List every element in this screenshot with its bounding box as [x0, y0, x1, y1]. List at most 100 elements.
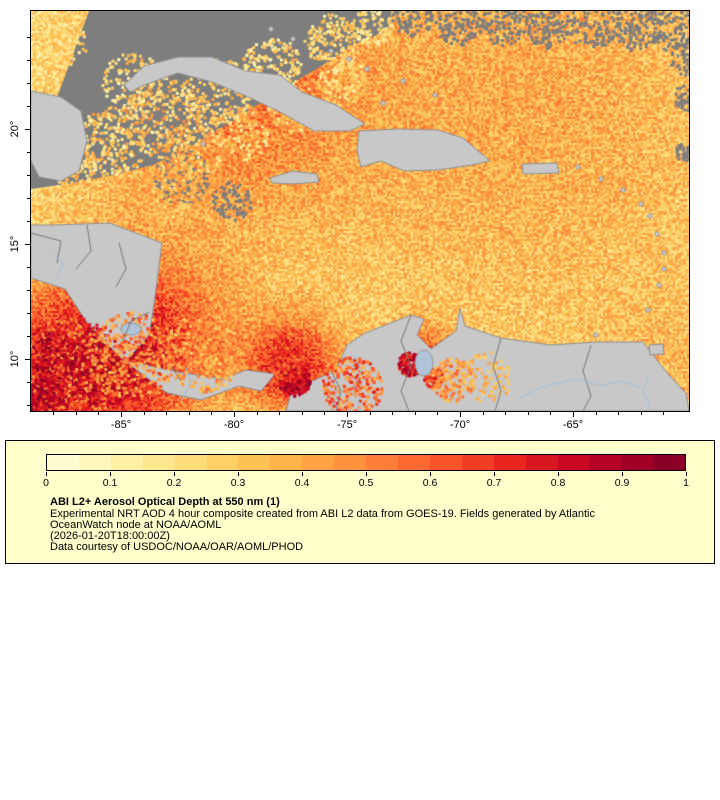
- x-axis-tick: [234, 412, 235, 417]
- colorbar-segment: [206, 455, 239, 470]
- x-axis-minor-tick: [279, 412, 281, 415]
- colorbar-segment: [366, 455, 398, 470]
- x-axis-minor-tick: [663, 412, 665, 415]
- colorbar-tick-label: 0.1: [102, 477, 118, 489]
- colorbar-segment: [142, 455, 175, 470]
- colorbar-tick-label: 0.6: [422, 477, 438, 489]
- colorbar-tick-label: 0.9: [614, 477, 630, 489]
- y-axis-minor-tick: [27, 37, 30, 38]
- y-axis-tick: [25, 129, 30, 130]
- y-axis-label: 20°: [9, 120, 21, 138]
- colorbar-segment: [334, 455, 367, 470]
- x-axis-minor-tick: [188, 412, 190, 415]
- colorbar-tick-label: 0.4: [294, 477, 310, 489]
- colorbar-segment: [302, 455, 335, 470]
- colorbar-tick: [110, 472, 111, 476]
- y-axis-minor-tick: [27, 336, 30, 337]
- y-axis-tick: [25, 244, 30, 245]
- x-axis-minor-tick: [301, 412, 303, 415]
- x-axis-minor-tick: [369, 412, 371, 415]
- x-axis-tick: [460, 412, 461, 417]
- x-axis-minor-tick: [414, 412, 416, 415]
- y-axis-minor-tick: [27, 313, 30, 314]
- x-axis-minor-tick: [640, 412, 642, 415]
- colorbar-segment: [174, 455, 207, 470]
- y-axis-minor-tick: [27, 83, 30, 84]
- colorbar-tick: [430, 472, 431, 476]
- colorbar-tick: [558, 472, 559, 476]
- y-axis-minor-tick: [27, 106, 30, 107]
- colorbar-segment: [461, 455, 494, 470]
- colorbar-tick: [622, 472, 623, 476]
- colorbar-tick: [494, 472, 495, 476]
- colorbar-segment: [110, 455, 143, 470]
- legend-credit: Data courtesy of USDOC/NOAA/OAR/AOML/PHO…: [50, 541, 304, 553]
- x-axis-minor-tick: [324, 412, 326, 415]
- colorbar-segment: [557, 455, 590, 470]
- x-axis-label: -85°: [110, 419, 132, 431]
- colorbar-tick: [366, 472, 367, 476]
- colorbar-tick-label: 1: [683, 477, 689, 489]
- colorbar-tick: [686, 472, 687, 476]
- legend-description-line1: Experimental NRT AOD 4 hour composite cr…: [50, 508, 595, 520]
- colorbar-segment: [621, 455, 654, 470]
- x-axis-minor-tick: [75, 412, 77, 415]
- y-axis-label: 10°: [9, 350, 21, 368]
- colorbar-tick-label: 0.8: [550, 477, 566, 489]
- x-axis-minor-tick: [98, 412, 100, 415]
- colorbar-segment: [493, 455, 526, 470]
- colorbar-tick-label: 0: [43, 477, 49, 489]
- y-axis-tick: [25, 359, 30, 360]
- y-axis-minor-tick: [27, 198, 30, 199]
- y-axis-minor-tick: [27, 152, 30, 153]
- x-axis-minor-tick: [437, 412, 439, 415]
- colorbar-tick: [46, 472, 47, 476]
- x-axis-minor-tick: [482, 412, 484, 415]
- aod-map-image: [30, 10, 690, 412]
- x-axis-minor-tick: [256, 412, 258, 415]
- colorbar-tick: [174, 472, 175, 476]
- x-axis-tick: [573, 412, 574, 417]
- colorbar-segment: [429, 455, 462, 470]
- x-axis-minor-tick: [166, 412, 168, 415]
- x-axis-minor-tick: [392, 412, 394, 415]
- x-axis-minor-tick: [143, 412, 145, 415]
- y-axis-minor-tick: [27, 267, 30, 268]
- legend-panel: 0 0.1 0.2 0.3 0.4 0.5 0.6 0.7 0.8 0.9 1 ABI L2+ Ae…: [5, 440, 715, 564]
- colorbar: [46, 454, 686, 471]
- colorbar-tick-label: 0.3: [230, 477, 246, 489]
- y-axis-minor-tick: [27, 60, 30, 61]
- colorbar-segment: [78, 455, 111, 470]
- colorbar-tick-label: 0.2: [166, 477, 182, 489]
- colorbar-segment: [270, 455, 303, 470]
- colorbar-segment: [397, 455, 430, 470]
- legend-timestamp: (2026-01-20T18:00:00Z): [50, 530, 170, 542]
- colorbar-segment: [653, 455, 686, 470]
- y-axis-minor-tick: [27, 290, 30, 291]
- colorbar-tick: [238, 472, 239, 476]
- colorbar-tick-label: 0.5: [358, 477, 374, 489]
- x-axis-minor-tick: [527, 412, 529, 415]
- x-axis-label: -75°: [336, 419, 358, 431]
- colorbar-segment: [238, 455, 271, 470]
- legend-title: ABI L2+ Aerosol Optical Depth at 550 nm …: [50, 496, 280, 508]
- x-axis-minor-tick: [595, 412, 597, 415]
- colorbar-tick: [302, 472, 303, 476]
- x-axis-minor-tick: [211, 412, 213, 415]
- y-axis-minor-tick: [27, 221, 30, 222]
- colorbar-segment: [525, 455, 558, 470]
- y-axis-label: 15°: [9, 235, 21, 253]
- x-axis-minor-tick: [505, 412, 507, 415]
- y-axis-minor-tick: [27, 175, 30, 176]
- x-axis-minor-tick: [550, 412, 552, 415]
- x-axis-tick: [121, 412, 122, 417]
- x-axis-label: -65°: [562, 419, 584, 431]
- colorbar-segment: [47, 455, 79, 470]
- x-axis-minor-tick: [53, 412, 55, 415]
- x-axis-tick: [347, 412, 348, 417]
- x-axis-minor-tick: [618, 412, 620, 415]
- colorbar-tick-label: 0.7: [486, 477, 502, 489]
- colorbar-segment: [589, 455, 622, 470]
- legend-description-line2: OceanWatch node at NOAA/AOML: [50, 519, 222, 531]
